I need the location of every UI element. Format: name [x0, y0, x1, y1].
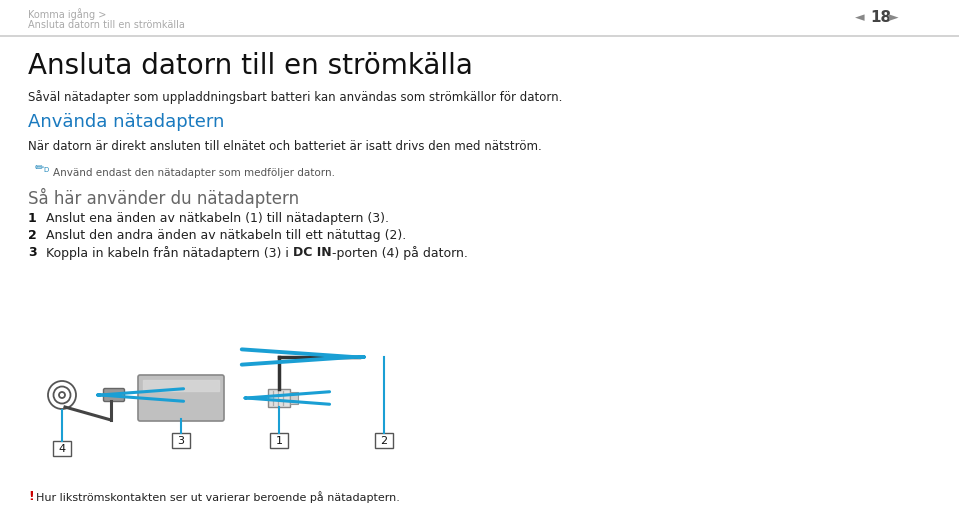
Text: Använda nätadaptern: Använda nätadaptern: [28, 113, 224, 131]
FancyBboxPatch shape: [375, 433, 393, 448]
Text: Så här använder du nätadaptern: Så här använder du nätadaptern: [28, 188, 299, 208]
Text: !: !: [28, 490, 34, 503]
Text: Ansluta datorn till en strömkälla: Ansluta datorn till en strömkälla: [28, 20, 185, 30]
Bar: [268, 389, 290, 407]
Text: DC IN: DC IN: [292, 246, 332, 259]
Text: 1: 1: [275, 436, 283, 446]
Text: Såväl nätadapter som uppladdningsbart batteri kan användas som strömkällor för d: Såväl nätadapter som uppladdningsbart ba…: [28, 90, 562, 104]
Text: 4: 4: [58, 444, 65, 454]
Text: 3: 3: [28, 246, 36, 259]
Text: Anslut den andra änden av nätkabeln till ett nätuttag (2).: Anslut den andra änden av nätkabeln till…: [46, 229, 407, 242]
Text: 18: 18: [870, 10, 891, 25]
FancyBboxPatch shape: [138, 375, 224, 421]
Bar: [290, 392, 298, 404]
Text: ►: ►: [889, 11, 899, 24]
Text: D: D: [43, 167, 48, 173]
FancyBboxPatch shape: [104, 388, 125, 401]
FancyBboxPatch shape: [270, 433, 288, 448]
Text: Anslut ena änden av nätkabeln (1) till nätadaptern (3).: Anslut ena änden av nätkabeln (1) till n…: [46, 212, 389, 225]
FancyBboxPatch shape: [172, 433, 190, 448]
Text: -porten (4) på datorn.: -porten (4) på datorn.: [332, 246, 467, 260]
Text: 3: 3: [177, 436, 184, 446]
Text: 2: 2: [381, 436, 387, 446]
Text: När datorn är direkt ansluten till elnätet och batteriet är isatt drivs den med : När datorn är direkt ansluten till elnät…: [28, 140, 542, 153]
Text: 2: 2: [28, 229, 36, 242]
FancyBboxPatch shape: [53, 441, 71, 456]
Text: ◄: ◄: [855, 11, 865, 24]
Text: Använd endast den nätadapter som medföljer datorn.: Använd endast den nätadapter som medfölj…: [53, 168, 335, 178]
Text: 1: 1: [28, 212, 36, 225]
Text: Ansluta datorn till en strömkälla: Ansluta datorn till en strömkälla: [28, 52, 473, 80]
Text: Hur likströmskontakten ser ut varierar beroende på nätadaptern.: Hur likströmskontakten ser ut varierar b…: [36, 491, 400, 503]
Text: ✏: ✏: [35, 163, 44, 173]
Text: Komma igång >: Komma igång >: [28, 8, 106, 20]
Text: Koppla in kabeln från nätadaptern (3) i: Koppla in kabeln från nätadaptern (3) i: [46, 246, 292, 260]
